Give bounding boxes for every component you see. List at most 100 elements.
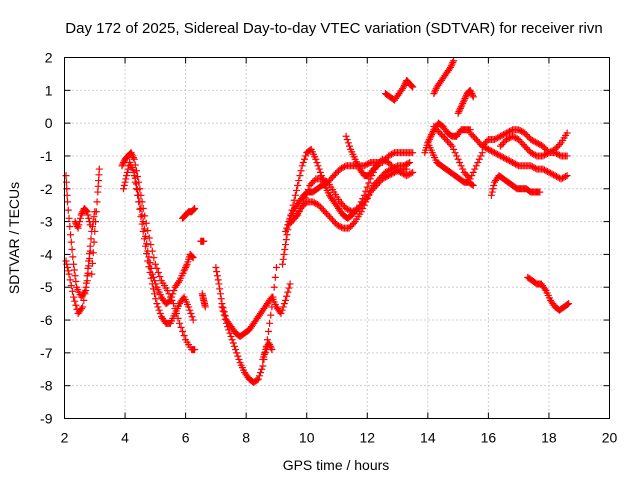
data-point — [262, 346, 270, 354]
data-point — [344, 139, 352, 147]
data-point — [186, 306, 194, 314]
data-point — [430, 90, 438, 98]
data-point — [562, 172, 570, 180]
data-point — [299, 159, 307, 167]
data-point — [540, 151, 548, 159]
data-point — [155, 306, 163, 314]
data-point — [515, 126, 523, 134]
data-point — [471, 165, 479, 173]
data-point — [137, 213, 145, 221]
data-point — [156, 309, 164, 317]
data-point — [489, 148, 497, 156]
data-point — [70, 266, 78, 274]
data-point — [306, 181, 314, 189]
data-point — [554, 173, 562, 181]
data-point — [64, 198, 72, 206]
data-point — [487, 147, 495, 155]
data-point — [86, 247, 94, 255]
data-point — [392, 168, 400, 176]
data-point — [81, 290, 89, 298]
data-point — [368, 186, 376, 194]
data-point — [380, 174, 388, 182]
data-point — [319, 206, 327, 214]
data-point — [468, 90, 476, 98]
data-point — [66, 223, 74, 231]
data-point — [433, 126, 441, 134]
data-point — [322, 177, 330, 185]
data-point — [543, 168, 551, 176]
data-point — [72, 219, 80, 227]
data-point — [132, 185, 140, 193]
data-point — [338, 223, 346, 231]
data-point — [327, 175, 335, 183]
data-point — [191, 204, 199, 212]
data-point — [563, 300, 571, 308]
data-point — [557, 175, 565, 183]
data-point — [119, 160, 127, 168]
data-point — [266, 342, 274, 350]
y-tick-label: -4 — [40, 246, 53, 262]
data-point — [269, 293, 277, 301]
y-tick-label: -5 — [40, 279, 53, 295]
data-point — [444, 137, 452, 145]
data-point — [359, 200, 367, 208]
y-tick-label: -1 — [40, 148, 53, 164]
data-point — [69, 253, 77, 261]
series-sat-aa — [487, 172, 544, 199]
data-point — [472, 136, 480, 144]
data-point — [481, 139, 489, 147]
x-axis-ticks: 2 4 6 8 10 12 14 16 18 20 — [61, 57, 617, 446]
y-axis-ticks: -9 -8 -7 -6 -5 -4 -3 -2 -1 0 1 2 — [40, 50, 610, 427]
data-point — [486, 146, 494, 154]
data-point — [460, 168, 468, 176]
data-point — [384, 159, 392, 167]
data-point — [500, 154, 508, 162]
x-tick-label: 8 — [242, 430, 250, 446]
data-point — [471, 134, 479, 142]
data-point — [480, 140, 488, 148]
data-point — [138, 211, 146, 219]
data-point — [375, 178, 383, 186]
data-point — [475, 139, 483, 147]
data-point — [559, 174, 567, 182]
data-point — [343, 136, 351, 144]
y-axis-label: SDTVAR / TECUs — [6, 182, 22, 294]
data-point — [330, 218, 338, 226]
data-point — [437, 131, 445, 139]
data-point — [150, 254, 158, 262]
data-point — [156, 273, 164, 281]
data-point — [366, 188, 374, 196]
y-tick-label: -2 — [40, 181, 53, 197]
y-tick-label: -6 — [40, 312, 53, 328]
data-point — [430, 122, 438, 130]
data-point — [82, 207, 90, 215]
data-point — [278, 306, 286, 314]
x-tick-label: 18 — [541, 430, 557, 446]
data-point — [304, 186, 312, 194]
data-point — [519, 140, 527, 148]
data-point — [531, 151, 539, 159]
data-point — [185, 303, 193, 311]
data-point — [163, 287, 171, 295]
data-point — [131, 178, 139, 186]
data-point — [283, 292, 291, 300]
data-point — [325, 213, 333, 221]
data-point — [515, 136, 523, 144]
data-point — [451, 149, 459, 157]
data-point — [315, 201, 323, 209]
data-point — [213, 268, 221, 276]
data-point — [270, 283, 278, 291]
data-point — [365, 159, 373, 167]
data-point — [268, 303, 276, 311]
data-point — [330, 172, 338, 180]
data-point — [179, 328, 187, 336]
data-point — [121, 178, 129, 186]
data-point — [504, 156, 512, 164]
data-point — [67, 238, 75, 246]
data-point — [136, 205, 144, 213]
data-point — [372, 181, 380, 189]
data-point — [123, 172, 131, 180]
data-point — [454, 155, 462, 163]
data-point — [189, 206, 197, 214]
data-point — [388, 150, 395, 158]
